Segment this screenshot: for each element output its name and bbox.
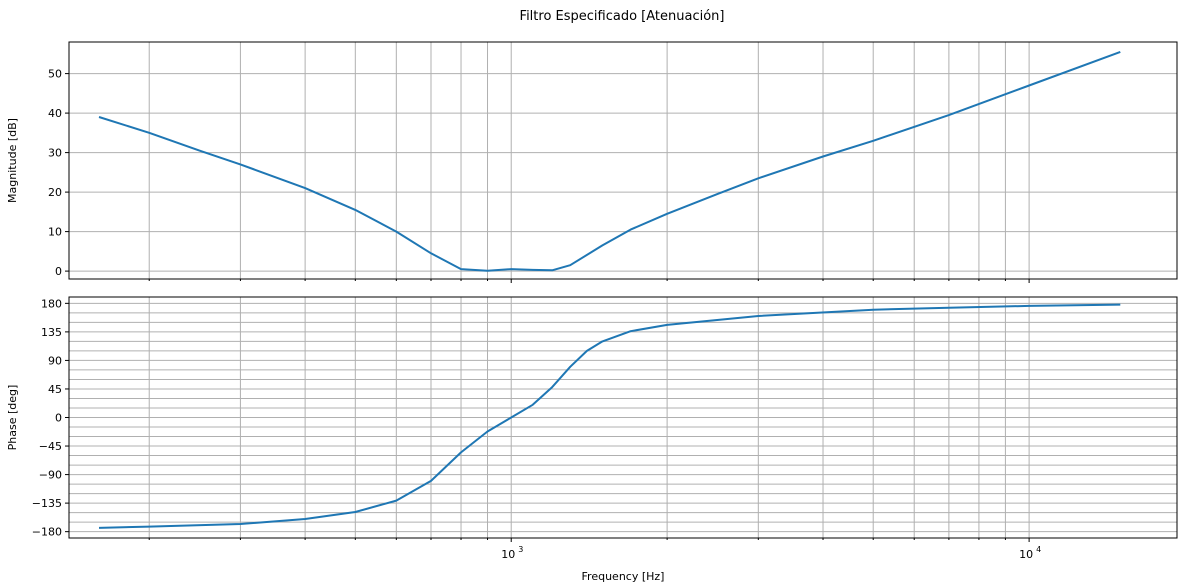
magnitude-ytick-label: 0	[55, 265, 62, 278]
phase-ytick-label: −45	[39, 440, 62, 453]
magnitude-axes: 0 10 20 30 40 50 Magnitude [dB]	[6, 41, 1178, 283]
magnitude-ytick-label: 50	[48, 68, 62, 81]
phase-y-axis-label: Phase [deg]	[6, 385, 19, 451]
chart-title: Filtro Especificado [Atenuación]	[520, 9, 725, 24]
x-tick-label: 10	[1019, 548, 1033, 561]
phase-ytick-label: −135	[32, 497, 62, 510]
phase-ytick-label: −90	[39, 469, 62, 482]
phase-ytick-label: 180	[41, 297, 62, 310]
magnitude-frame	[68, 41, 1178, 280]
magnitude-ytick-label: 40	[48, 107, 62, 120]
magnitude-line	[98, 50, 1121, 272]
phase-ytick-label: −180	[32, 526, 62, 539]
phase-line	[98, 303, 1121, 529]
x-axis-label: Frequency [Hz]	[582, 570, 665, 583]
phase-ytick-label: 135	[41, 326, 62, 339]
phase-grid	[69, 297, 1177, 538]
phase-ytick-label: 45	[48, 383, 62, 396]
x-tick-label-exponent: 4	[1036, 545, 1041, 554]
phase-ytick-label: 90	[48, 354, 62, 367]
magnitude-grid	[69, 42, 1177, 279]
phase-ytick-label: 0	[55, 412, 62, 425]
x-tick-label: 10	[501, 548, 515, 561]
magnitude-y-axis-label: Magnitude [dB]	[6, 118, 19, 203]
magnitude-ytick-label: 10	[48, 226, 62, 239]
magnitude-ytick-label: 30	[48, 147, 62, 160]
magnitude-ytick-label: 20	[48, 186, 62, 199]
x-tick-label-exponent: 3	[518, 545, 523, 554]
